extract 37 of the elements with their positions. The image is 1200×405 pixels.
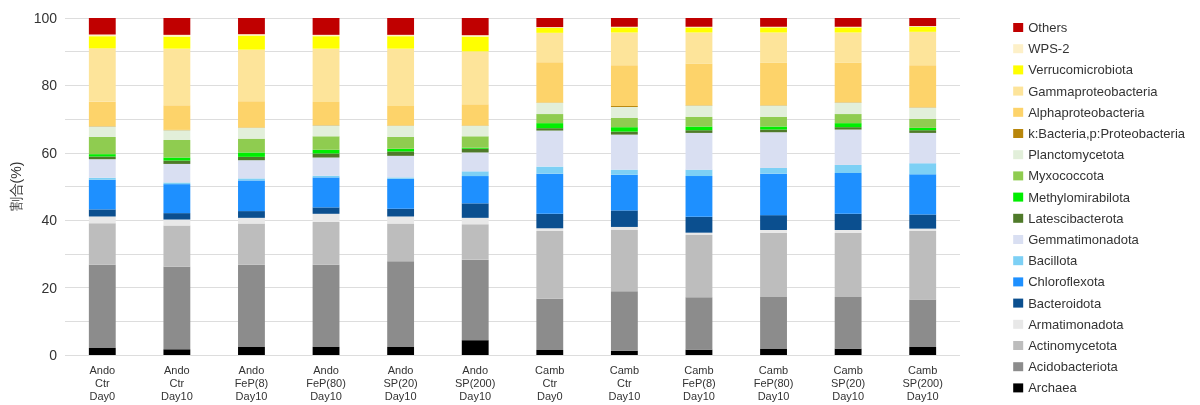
legend-label: Methylomirabilota [1028,189,1131,205]
x-tick-label: Camb FeP(8) Day10 [682,363,716,402]
legend-label: Archaea [1028,380,1078,396]
x-tick-label: Ando FeP(80) Day10 [306,363,346,402]
legend-label: Gemmatimonadota [1028,232,1140,247]
x-tick-label: Ando FeP(8) Day10 [234,363,269,402]
legend-label: WPS-2 [1028,41,1070,57]
legend-label: Verrucomicrobiota [1028,62,1134,78]
legend-label: Actinomycetota [1028,338,1118,353]
legend-label: Armatimonadota [1028,316,1125,332]
legend-label: Alphaproteobacteria [1028,104,1146,120]
y-tick-label: 20 [41,279,58,296]
x-tick-label: Ando Ctr Day0 [89,363,116,402]
y-tick-label: 60 [41,144,58,161]
y-tick-label: 100 [33,10,58,26]
x-tick-label: Camb Ctr Day10 [608,363,641,402]
x-tick-label: Camb Ctr Day0 [535,363,565,402]
y-axis-title: 割合(%) [7,161,24,212]
x-tick-label: Camb FeP(80) Day10 [753,363,794,402]
legend-label: Bacillota [1028,253,1079,269]
y-tick-label: 0 [49,347,58,363]
legend-label: Planctomycetota [1028,147,1126,163]
x-tick-label: Ando SP(20) Day10 [383,363,418,402]
legend-label: Latescibacterota [1028,210,1125,226]
y-tick-label: 40 [41,212,58,229]
legend-label: Others [1028,20,1068,35]
legend-label: k:Bacteria,p:Proteobacteria [1028,126,1186,141]
legend-label: Gammaproteobacteria [1028,83,1159,99]
legend-label: Myxococcota [1028,168,1105,184]
x-tick-label: Ando Ctr Day10 [160,363,193,402]
x-tick-label: Camb SP(20) Day10 [831,363,866,402]
y-tick-label: 80 [41,77,58,94]
x-tick-label: Ando SP(200) Day10 [455,363,496,402]
legend-label: Acidobacteriota [1028,359,1119,375]
legend-label: Bacteroidota [1028,295,1102,311]
legend-label: Chloroflexota [1028,274,1106,290]
x-tick-label: Camb SP(200) Day10 [902,363,943,402]
